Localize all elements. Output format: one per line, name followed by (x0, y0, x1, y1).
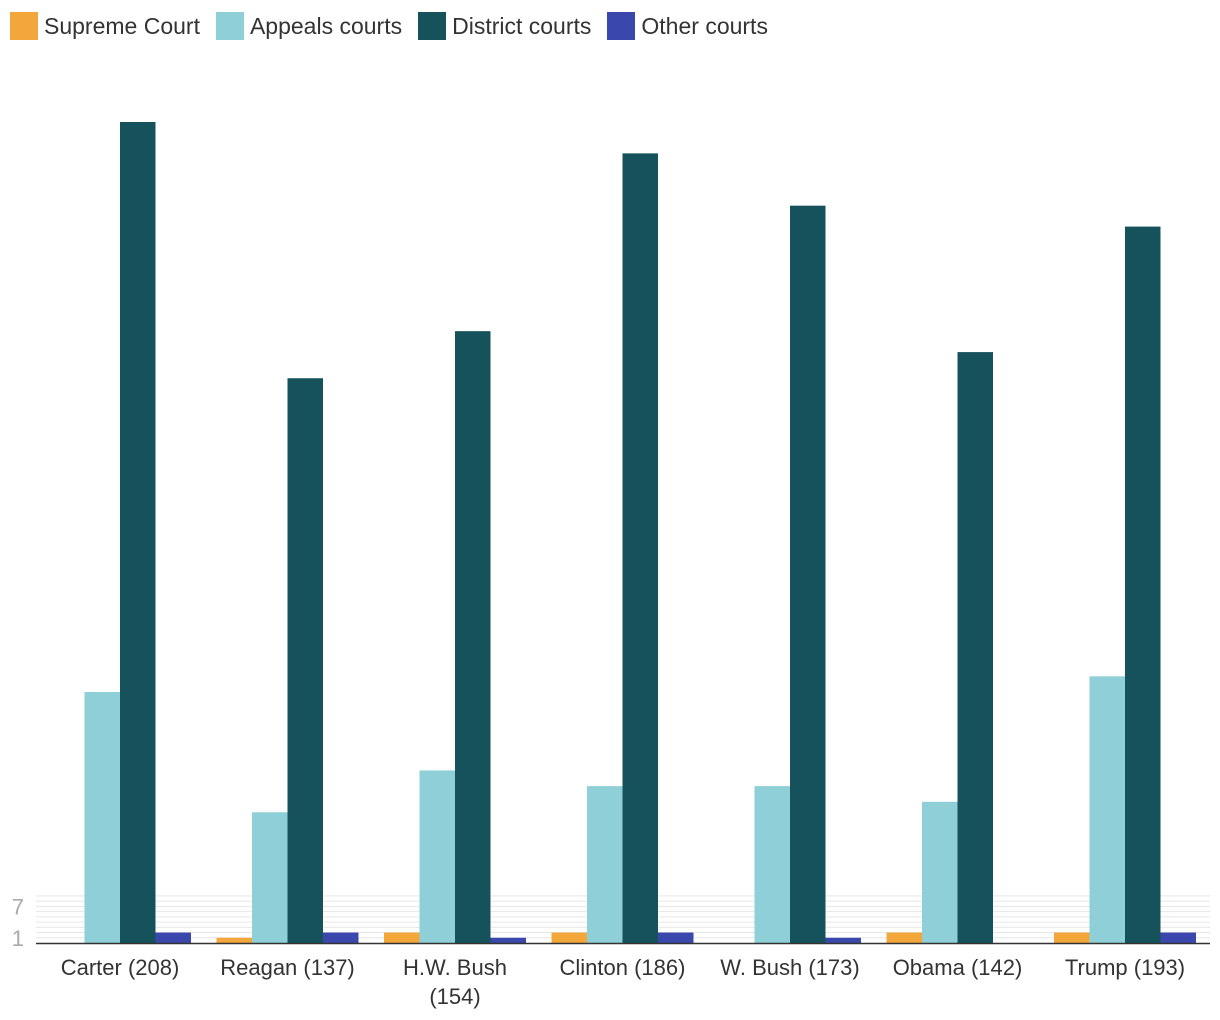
legend-label-supreme-court: Supreme Court (44, 12, 200, 39)
bar-district-courts-trump-193[interactable] (1125, 226, 1161, 943)
x-tick-label: Reagan (137) (220, 955, 355, 980)
legend-swatch-other-courts (607, 12, 636, 40)
y-tick-label: 1 (12, 926, 24, 951)
y-tick-label: 7 (12, 894, 24, 919)
bar-appeals-courts-reagan-137[interactable] (252, 812, 288, 943)
bar-supreme-court-clinton-186[interactable] (551, 932, 588, 943)
legend-swatch-district-courts (418, 12, 447, 40)
bar-supreme-court-h-w-bush-154[interactable] (384, 932, 420, 943)
bar-appeals-courts-w-bush-173[interactable] (754, 786, 791, 943)
legend-label-other-courts: Other courts (641, 12, 768, 39)
bar-district-courts-obama-142[interactable] (957, 352, 994, 943)
legend-label-appeals-courts: Appeals courts (249, 12, 403, 39)
x-tick-label: Obama (142) (893, 955, 1023, 980)
legend-item-appeals-courts[interactable]: Appeals courts (215, 12, 403, 40)
x-tick-label: W. Bush (173) (720, 955, 859, 980)
bar-appeals-courts-trump-193[interactable] (1089, 676, 1126, 943)
bar-supreme-court-obama-142[interactable] (886, 932, 923, 943)
bar-other-courts-clinton-186[interactable] (658, 932, 694, 943)
bar-supreme-court-reagan-137[interactable] (216, 937, 253, 943)
x-tick-label: H.W. Bush (403, 955, 507, 980)
bar-appeals-courts-obama-142[interactable] (922, 801, 958, 943)
bar-district-courts-h-w-bush-154[interactable] (455, 331, 491, 943)
bar-district-courts-reagan-137[interactable] (287, 378, 324, 943)
legend-label-district-courts: District courts (452, 12, 592, 39)
legend: Supreme Court Appeals courts District co… (10, 12, 784, 40)
x-tick-label: Trump (193) (1065, 955, 1185, 980)
bar-other-courts-h-w-bush-154[interactable] (490, 937, 527, 943)
bar-district-courts-carter-208[interactable] (120, 122, 156, 943)
bar-other-courts-w-bush-173[interactable] (825, 937, 862, 943)
bar-appeals-courts-h-w-bush-154[interactable] (419, 770, 456, 943)
bar-appeals-courts-carter-208[interactable] (84, 691, 121, 943)
legend-swatch-appeals-courts (215, 12, 244, 40)
x-tick-label: Clinton (186) (560, 955, 686, 980)
bar-other-courts-reagan-137[interactable] (323, 932, 359, 943)
legend-item-supreme-court[interactable]: Supreme Court (10, 12, 200, 40)
x-tick-label: Carter (208) (61, 955, 180, 980)
bar-other-courts-trump-193[interactable] (1160, 932, 1197, 943)
bar-district-courts-clinton-186[interactable] (622, 153, 659, 943)
bar-district-courts-w-bush-173[interactable] (790, 205, 826, 943)
x-tick-label: (154) (429, 984, 480, 1009)
bar-supreme-court-trump-193[interactable] (1054, 932, 1090, 943)
legend-item-district-courts[interactable]: District courts (418, 12, 591, 40)
legend-swatch-supreme-court (10, 12, 38, 40)
bar-appeals-courts-clinton-186[interactable] (587, 786, 623, 943)
bar-other-courts-carter-208[interactable] (155, 932, 192, 943)
legend-item-other-courts[interactable]: Other courts (607, 12, 768, 40)
